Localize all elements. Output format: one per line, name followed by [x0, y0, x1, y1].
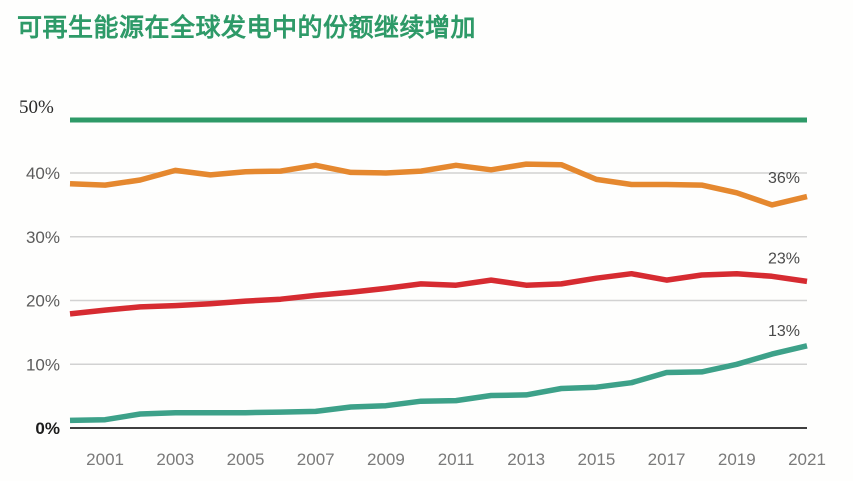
red-series-end-label: 23% [768, 251, 800, 268]
x-tick-label-2017: 2017 [648, 450, 686, 469]
y-axis-top-label: 50% [19, 97, 54, 118]
x-tick-label-2005: 2005 [227, 450, 265, 469]
teal-series-line [69, 343, 808, 424]
x-tick-label-2021: 2021 [788, 450, 826, 469]
y-tick-label-0-percent: 0% [35, 419, 60, 438]
x-tick-label-2001: 2001 [86, 450, 124, 469]
chart-title: 可再生能源在全球发电中的份额继续增加 [17, 14, 477, 42]
x-tick-label-2013: 2013 [507, 450, 545, 469]
x-tick-label-2009: 2009 [367, 450, 405, 469]
y-tick-label-30-percent: 30% [26, 228, 60, 247]
x-tick-label-2019: 2019 [718, 450, 756, 469]
red-series-line [69, 270, 808, 317]
y-tick-label-10-percent: 10% [26, 355, 60, 374]
orange-series-line [69, 161, 808, 208]
teal-series-end-label: 13% [768, 323, 800, 340]
x-tick-label-2003: 2003 [156, 450, 194, 469]
y-tick-label-40-percent: 40% [26, 164, 60, 183]
y-tick-label-20-percent: 20% [26, 292, 60, 311]
x-tick-label-2007: 2007 [297, 450, 335, 469]
x-tick-label-2011: 2011 [438, 450, 475, 469]
x-tick-label-2015: 2015 [577, 450, 615, 469]
orange-series-end-label: 36% [768, 170, 800, 187]
